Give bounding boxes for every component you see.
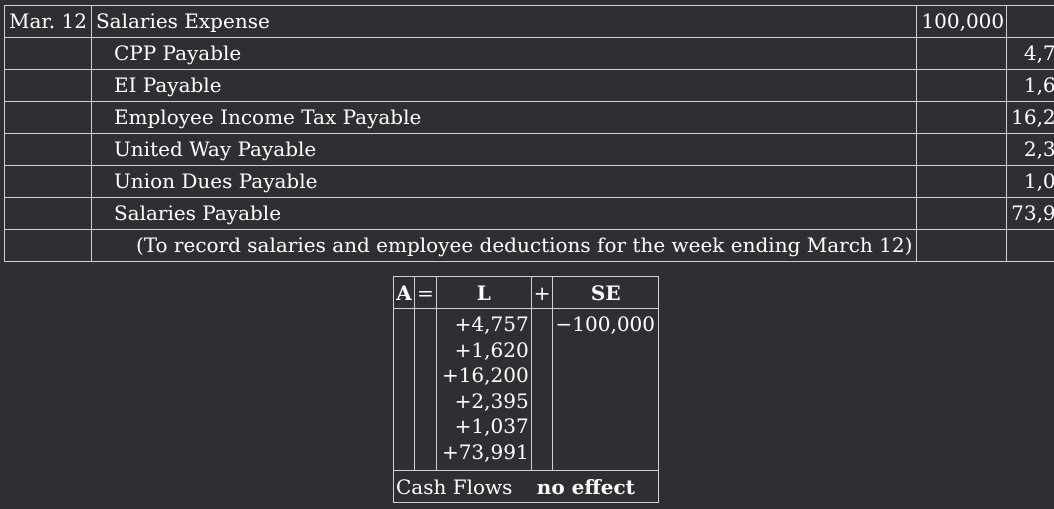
liabilities-header: L — [435, 276, 532, 309]
entry-explanation: (To record salaries and employee deducti… — [90, 229, 918, 262]
debit-account: Salaries Expense — [90, 5, 918, 38]
liability-value: +16,200 — [441, 363, 529, 387]
credit-amount: 2,395 — [1006, 133, 1054, 166]
journal-explanation-row: (To record salaries and employee deducti… — [4, 229, 1054, 262]
credit-amount-empty — [1006, 5, 1054, 38]
credit-account: Employee Income Tax Payable — [90, 101, 918, 134]
equation-header-row: A = L + SE — [393, 276, 659, 309]
journal-credit-row: CPP Payable 4,757 — [4, 37, 1054, 70]
credit-amount: 16,200 — [1006, 101, 1054, 134]
equity-header: SE — [552, 276, 659, 309]
credit-amount: 1,037 — [1006, 165, 1054, 198]
cash-flows-value: no effect — [536, 474, 635, 499]
credit-account: Union Dues Payable — [90, 165, 918, 198]
credit-account: Salaries Payable — [90, 197, 918, 230]
cash-flows-row: Cash Flows no effect — [393, 470, 659, 503]
credit-account: CPP Payable — [90, 37, 918, 70]
liabilities-values: +4,757 +1,620 +16,200 +2,395 +1,037 +73,… — [435, 308, 532, 471]
journal-credit-row: Union Dues Payable 1,037 — [4, 165, 1054, 198]
cash-flows-label: Cash Flows — [396, 474, 513, 499]
journal-credit-row: Salaries Payable 73,991 — [4, 197, 1054, 230]
credit-amount: 4,757 — [1006, 37, 1054, 70]
debit-amount: 100,000 — [916, 5, 1008, 38]
plus-cell — [530, 308, 554, 471]
equation-values-row: +4,757 +1,620 +16,200 +2,395 +1,037 +73,… — [393, 308, 659, 471]
journal-entry-table: Mar. 12 Salaries Expense 100,000 CPP Pay… — [4, 5, 1054, 262]
plus-sign: + — [530, 276, 554, 309]
credit-account: EI Payable — [90, 69, 918, 102]
assets-cell — [393, 308, 415, 471]
credit-amount: 1,620 — [1006, 69, 1054, 102]
equity-value: −100,000 — [552, 308, 659, 471]
entry-date: Mar. 12 — [4, 5, 92, 38]
liability-value: +1,037 — [454, 414, 529, 438]
journal-credit-row: Employee Income Tax Payable 16,200 — [4, 101, 1054, 134]
accounting-equation-table: A = L + SE +4,757 +1,620 +16,200 +2,395 … — [393, 276, 659, 503]
assets-header: A — [393, 276, 415, 309]
journal-credit-row: United Way Payable 2,395 — [4, 133, 1054, 166]
journal-credit-row: EI Payable 1,620 — [4, 69, 1054, 102]
liability-value: +2,395 — [454, 388, 529, 413]
journal-debit-row: Mar. 12 Salaries Expense 100,000 — [4, 5, 1054, 38]
liability-value: +4,757 — [454, 312, 529, 336]
credit-amount: 73,991 — [1006, 197, 1054, 230]
equals-sign: = — [414, 276, 437, 309]
liability-value: +73,991 — [441, 439, 529, 464]
liability-value: +1,620 — [454, 337, 529, 362]
equals-cell — [414, 308, 437, 471]
cash-flows-cell: Cash Flows no effect — [393, 470, 659, 503]
credit-account: United Way Payable — [90, 133, 918, 166]
